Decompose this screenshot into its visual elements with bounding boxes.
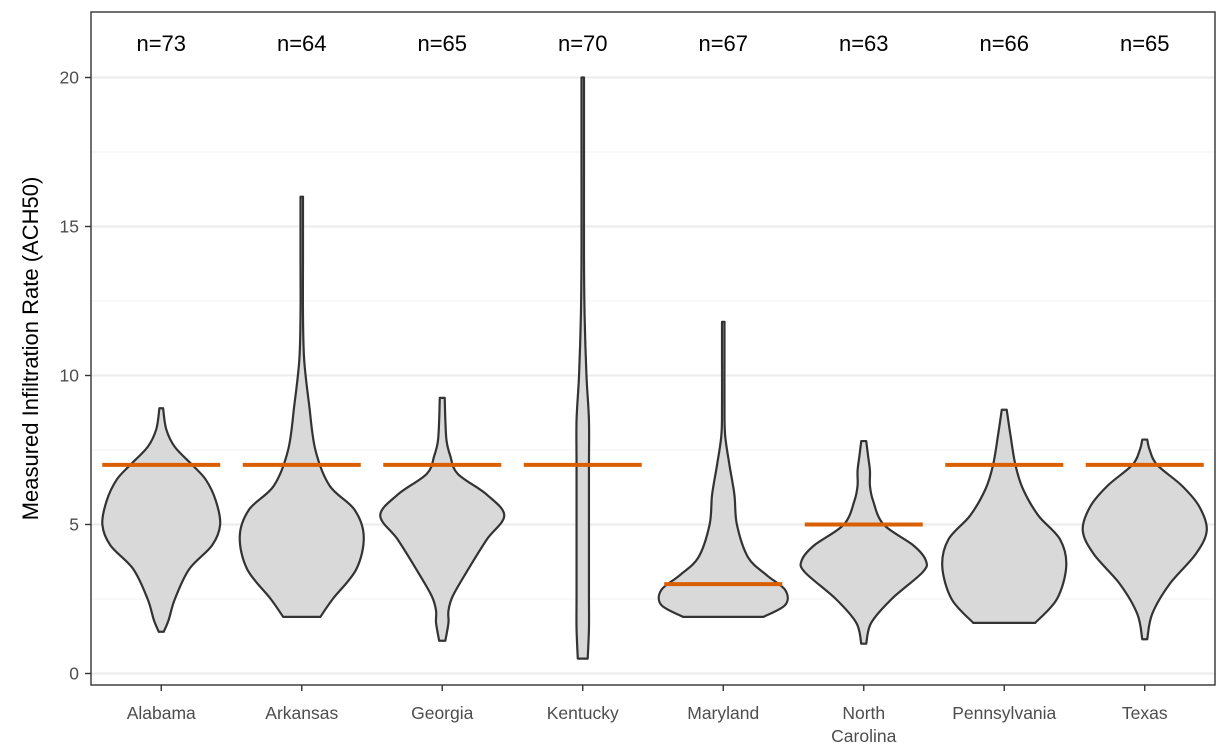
violin-arkansas bbox=[238, 195, 365, 618]
x-tick-label: North Carolina bbox=[831, 703, 896, 746]
sample-size-label: n=66 bbox=[979, 31, 1029, 56]
y-tick-label: 20 bbox=[60, 68, 80, 88]
sample-size-label: n=67 bbox=[698, 31, 748, 56]
violin-kentucky bbox=[575, 76, 591, 660]
y-axis: 0 5 10 15 20 bbox=[60, 68, 91, 684]
x-tick-label: Pennsylvania bbox=[952, 703, 1056, 723]
x-tick-label: Arkansas bbox=[265, 703, 338, 723]
panel-border bbox=[90, 11, 1216, 686]
sample-size-label: n=63 bbox=[839, 31, 889, 56]
violin-texas bbox=[1081, 438, 1208, 641]
x-tick-label: Kentucky bbox=[547, 703, 619, 723]
x-tick-label: Georgia bbox=[411, 703, 474, 723]
y-tick-label: 5 bbox=[69, 515, 79, 535]
y-tick-label: 10 bbox=[60, 366, 80, 386]
sample-size-label: n=64 bbox=[277, 31, 327, 56]
violin-layer bbox=[101, 76, 1208, 660]
violin-georgia bbox=[379, 396, 506, 642]
y-tick-label: 0 bbox=[69, 664, 79, 684]
sample-size-label: n=70 bbox=[558, 31, 608, 56]
reference-lines bbox=[102, 462, 1204, 587]
x-tick-label: Alabama bbox=[127, 703, 196, 723]
violin-alabama bbox=[101, 407, 222, 633]
x-axis: Alabama Arkansas Georgia Kentucky Maryland No… bbox=[127, 685, 1168, 746]
sample-size-label: n=73 bbox=[136, 31, 186, 56]
sample-size-label: n=65 bbox=[417, 31, 467, 56]
sample-size-labels: n=73 n=64 n=65 n=70 n=67 n=63 n=66 n=65 bbox=[136, 31, 1169, 56]
y-axis-label: Measured Infiltration Rate (ACH50) bbox=[18, 177, 43, 521]
x-tick-label: Maryland bbox=[687, 703, 759, 723]
violin-pennsylvania bbox=[941, 408, 1068, 624]
x-tick-label: Texas bbox=[1122, 703, 1168, 723]
y-tick-label: 15 bbox=[60, 217, 79, 237]
violin-maryland bbox=[657, 320, 789, 618]
sample-size-label: n=65 bbox=[1120, 31, 1170, 56]
violin-north-carolina bbox=[799, 439, 929, 645]
